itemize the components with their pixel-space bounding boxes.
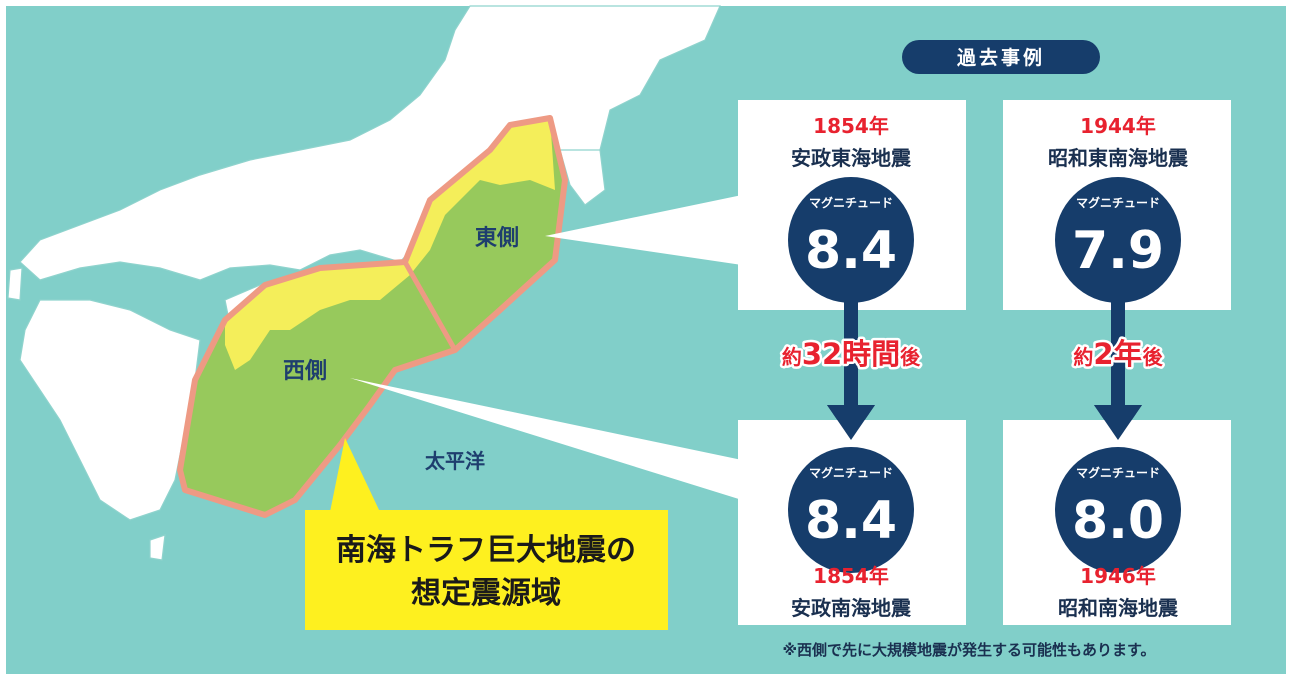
callout-pointer — [330, 438, 380, 512]
event-year: 1944年 — [1080, 114, 1156, 138]
magnitude-label: マグニチュード — [809, 465, 893, 480]
header-title: 過去事例 — [957, 46, 1045, 69]
beam-east — [545, 195, 742, 265]
magnitude-circle — [788, 177, 914, 303]
magnitude: 8.4 — [805, 491, 897, 551]
event-name: 昭和南海地震 — [1058, 596, 1179, 620]
magnitude-label: マグニチュード — [1076, 465, 1160, 480]
region-divider — [402, 260, 458, 352]
east-label: 東側 — [475, 226, 519, 251]
interval-main: 32時間 — [802, 337, 900, 371]
callout-box — [305, 510, 668, 630]
magnitude-circle — [788, 447, 914, 573]
beam-west — [350, 378, 742, 500]
callout-line: 南海トラフ巨大地震の — [336, 533, 636, 568]
source-region — [177, 115, 568, 518]
events: マグニチュード8.41854年安政東海地震マグニチュード7.91944年昭和東南… — [738, 100, 1231, 625]
magnitude: 7.9 — [1072, 221, 1164, 281]
kyushu — [19, 299, 201, 521]
arrow-head — [1094, 405, 1142, 440]
interval-suffix: 後 — [1143, 345, 1164, 369]
interval-prefix: 約 — [1073, 345, 1093, 369]
event-name: 昭和東南海地震 — [1048, 146, 1189, 170]
event-year: 1854年 — [813, 564, 889, 588]
magnitude-label: マグニチュード — [1076, 195, 1160, 210]
region-coast-yellow — [225, 118, 555, 370]
magnitude-circle — [1055, 177, 1181, 303]
region-fill — [180, 118, 565, 515]
interval-main: 2年 — [1093, 337, 1142, 371]
note: ※西側で先に大規模地震が発生する可能性もあります。 — [782, 641, 1155, 659]
interval: 約2年後 — [1073, 337, 1163, 371]
event-year: 1854年 — [813, 114, 889, 138]
island — [149, 534, 166, 561]
interval-suffix: 後 — [900, 345, 921, 369]
event-name: 安政南海地震 — [791, 596, 912, 620]
magnitude: 8.0 — [1072, 491, 1164, 551]
west-label: 西側 — [283, 359, 327, 384]
callout-line: 想定震源域 — [411, 576, 561, 611]
izu-peninsula — [559, 149, 606, 206]
event-name: 安政東海地震 — [791, 146, 912, 170]
event-year: 1946年 — [1080, 564, 1156, 588]
magnitude-label: マグニチュード — [809, 195, 893, 210]
ocean-label: 太平洋 — [425, 449, 485, 473]
arrow-head — [827, 405, 875, 440]
header-pill — [902, 40, 1100, 74]
interval-prefix: 約 — [782, 345, 802, 369]
interval: 約32時間後 — [782, 337, 921, 371]
region-outline — [177, 115, 568, 518]
magnitude-circle — [1055, 447, 1181, 573]
island — [7, 267, 23, 301]
magnitude: 8.4 — [805, 221, 897, 281]
